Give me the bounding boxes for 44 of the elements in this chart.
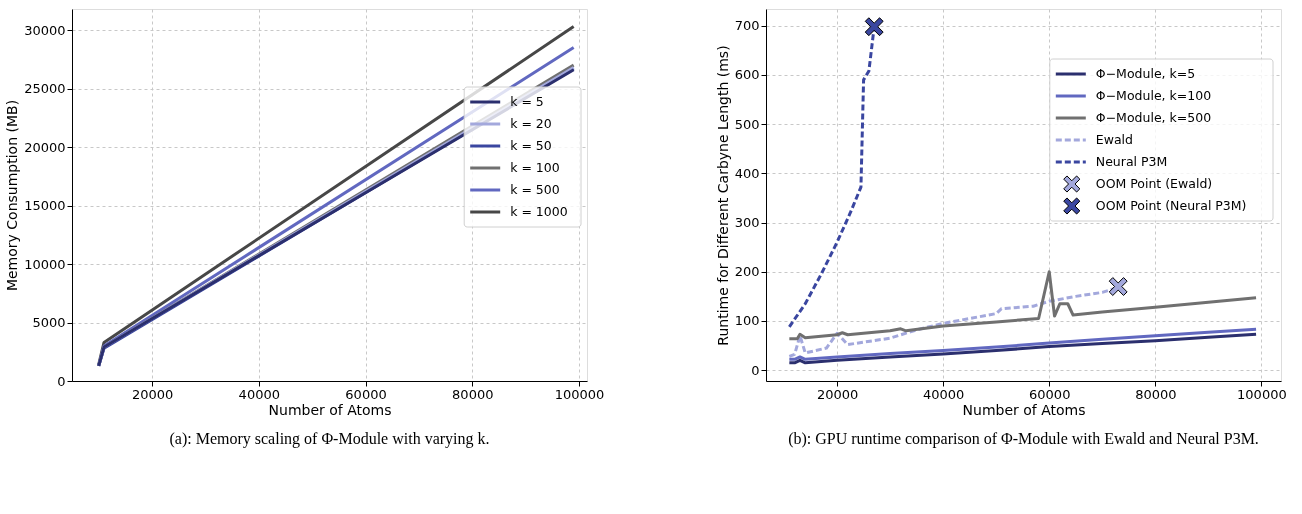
legend-label: Ewald [1095,132,1133,147]
x-axis-title: Number of Atoms [268,401,392,418]
y-tick-label: 100 [734,313,760,329]
x-tick-label: 80000 [452,386,494,402]
legend-label: k = 20 [510,116,552,131]
legend-label: OOM Point (Ewald) [1095,176,1213,191]
legend-label: Φ−Module, k=100 [1095,88,1212,103]
y-tick-label: 500 [734,116,760,132]
text: (a): Memory scaling of Φ-Module with varying k. [169,430,490,448]
x-tick-label: 100000 [1237,386,1287,402]
x-tick-label: 60000 [345,386,387,402]
y-tick-label: 200 [734,264,760,280]
x-tick-label: 80000 [1135,386,1177,402]
legend-label: k = 100 [510,160,560,175]
legend-label: Φ−Module, k=500 [1095,110,1212,125]
legend-label: k = 500 [510,182,560,197]
y-tick-label: 20000 [24,139,66,155]
y-tick-label: 0 [751,362,760,378]
legend-label: Φ−Module, k=5 [1095,66,1196,81]
y-axis-title: Memory Consumption (MB) [4,99,21,292]
y-tick-label: 600 [734,67,760,83]
legend-label: k = 50 [510,138,552,153]
y-tick-label: 15000 [24,198,66,214]
y-tick-label: 700 [734,18,760,34]
text: (b): GPU runtime comparison of Φ-Module with Ewald and Neural P3M. [788,430,1259,448]
legend-label: Neural P3M [1095,154,1168,169]
x-axis-title: Number of Atoms [962,401,1086,418]
x-tick-label: 60000 [1029,386,1071,402]
legend-label: k = 5 [510,94,544,109]
legend-label: OOM Point (Neural P3M) [1095,198,1247,213]
y-tick-label: 5000 [32,315,66,331]
x-tick-label: 100000 [554,386,605,402]
x-tick-label: 20000 [131,386,174,402]
x-tick-label: 40000 [238,386,280,402]
y-tick-label: 0 [57,373,66,389]
legend-label: k = 1000 [510,204,568,219]
x-tick-label: 40000 [922,386,965,402]
x-tick-label: 20000 [816,386,859,402]
y-axis-title: Runtime for Different Carbyne Length (ms) [714,45,731,346]
y-tick-label: 10000 [24,256,66,272]
y-tick-label: 400 [734,165,760,181]
y-tick-label: 30000 [24,22,66,38]
y-tick-label: 25000 [24,81,66,97]
y-tick-label: 300 [734,215,760,231]
